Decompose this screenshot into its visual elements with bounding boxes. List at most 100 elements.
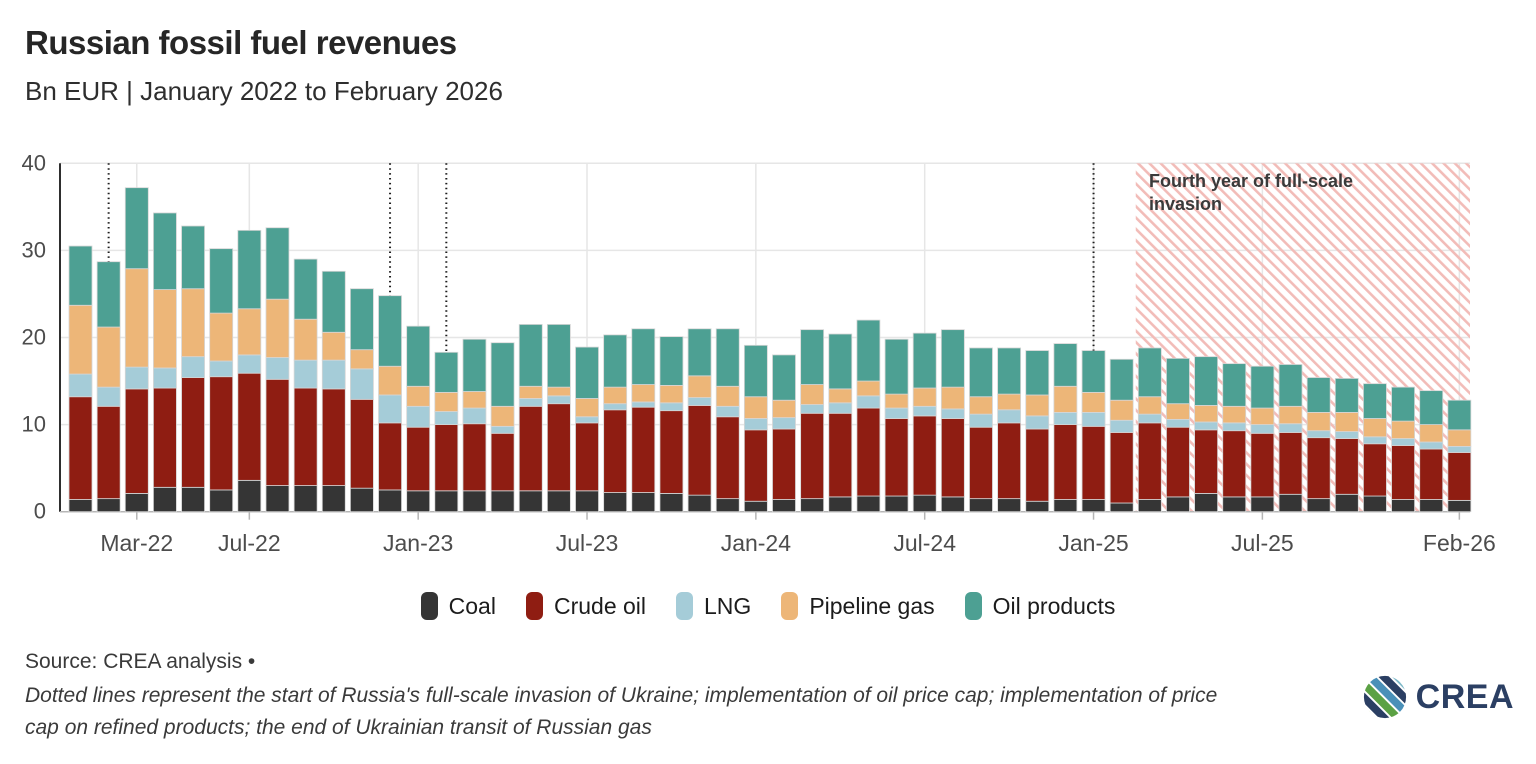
segment-pipeline-gas bbox=[969, 396, 993, 415]
page-title: Russian fossil fuel revenues bbox=[25, 24, 457, 61]
segment-coal bbox=[1278, 493, 1303, 513]
legend-swatch bbox=[420, 592, 438, 620]
segment-pipeline-gas bbox=[434, 391, 459, 412]
segment-lng bbox=[659, 402, 684, 412]
segment-pipeline-gas bbox=[406, 385, 431, 407]
segment-coal bbox=[293, 485, 318, 513]
segment-lng bbox=[1250, 424, 1275, 434]
segment-coal bbox=[1166, 496, 1190, 513]
segment-pipeline-gas bbox=[687, 375, 712, 398]
segment-crude-oil bbox=[997, 422, 1022, 500]
bar-Jan-22 bbox=[68, 245, 93, 513]
segment-coal bbox=[828, 496, 853, 513]
segment-pipeline-gas bbox=[1222, 405, 1247, 424]
segment-pipeline-gas bbox=[209, 312, 234, 362]
segment-oil-products bbox=[997, 347, 1022, 395]
segment-crude-oil bbox=[575, 422, 599, 492]
bar-Jul-25 bbox=[1250, 365, 1275, 513]
y-tick-label-0: 0 bbox=[34, 499, 46, 524]
segment-coal bbox=[1053, 499, 1078, 513]
x-tick-label-Jan-25: Jan-25 bbox=[1058, 530, 1128, 556]
segment-pipeline-gas bbox=[1194, 405, 1218, 423]
segment-pipeline-gas bbox=[153, 289, 177, 369]
segment-pipeline-gas bbox=[68, 304, 93, 375]
bar-Nov-23 bbox=[687, 328, 712, 513]
segment-pipeline-gas bbox=[96, 326, 121, 388]
segment-coal bbox=[237, 479, 262, 513]
segment-pipeline-gas bbox=[293, 318, 318, 361]
bar-Apr-25 bbox=[1166, 358, 1190, 513]
segment-coal bbox=[631, 492, 656, 513]
bar-Oct-25 bbox=[1334, 378, 1359, 513]
crea-logo: CREA bbox=[1361, 674, 1514, 720]
bar-Dec-22 bbox=[378, 295, 402, 513]
segment-lng bbox=[1081, 412, 1106, 427]
bar-Feb-23 bbox=[434, 351, 459, 513]
segment-oil-products bbox=[1053, 343, 1078, 387]
segment-oil-products bbox=[546, 324, 571, 388]
segment-lng bbox=[546, 395, 571, 405]
bar-Mar-23 bbox=[462, 338, 487, 513]
segment-lng bbox=[1025, 415, 1050, 430]
segment-oil-products bbox=[518, 324, 543, 387]
bar-Aug-22 bbox=[265, 227, 290, 513]
segment-oil-products bbox=[68, 245, 93, 306]
segment-lng bbox=[462, 407, 487, 425]
segment-lng bbox=[321, 359, 346, 390]
page-subtitle: Bn EUR | January 2022 to February 2026 bbox=[25, 76, 503, 106]
legend-label: Oil products bbox=[992, 592, 1116, 619]
segment-pipeline-gas bbox=[1278, 405, 1303, 425]
segment-crude-oil bbox=[800, 412, 825, 500]
segment-crude-oil bbox=[1053, 424, 1078, 500]
segment-lng bbox=[406, 405, 431, 428]
segment-crude-oil bbox=[603, 409, 628, 493]
segment-oil-products bbox=[1166, 358, 1190, 405]
segment-crude-oil bbox=[743, 429, 768, 502]
segment-lng bbox=[434, 411, 459, 426]
crea-logo-icon bbox=[1361, 674, 1408, 720]
segment-lng bbox=[1447, 445, 1472, 453]
segment-lng bbox=[743, 418, 768, 431]
bar-Sep-22 bbox=[293, 258, 318, 513]
legend-label: Coal bbox=[448, 592, 496, 619]
x-tick-label-Jul-23: Jul-23 bbox=[556, 530, 619, 556]
legend-item-lng: LNG bbox=[676, 592, 751, 620]
segment-crude-oil bbox=[293, 387, 318, 486]
segment-coal bbox=[884, 495, 909, 513]
segment-oil-products bbox=[1222, 363, 1247, 407]
segment-lng bbox=[1053, 412, 1078, 426]
bar-Jan-23 bbox=[406, 325, 431, 513]
segment-lng bbox=[153, 367, 177, 389]
bar-Feb-24 bbox=[772, 354, 796, 513]
segment-pipeline-gas bbox=[1081, 391, 1106, 413]
hatch-annotation: Fourth year of full-scale invasion bbox=[1149, 171, 1354, 215]
bar-Mar-22 bbox=[124, 187, 149, 513]
segment-oil-products bbox=[912, 332, 937, 389]
bar-May-25 bbox=[1194, 356, 1218, 513]
bar-Feb-25 bbox=[1109, 358, 1134, 513]
segment-coal bbox=[406, 490, 431, 513]
bar-Dec-24 bbox=[1053, 343, 1078, 513]
segment-coal bbox=[1081, 499, 1106, 513]
segment-crude-oil bbox=[1334, 438, 1359, 495]
segment-oil-products bbox=[1250, 365, 1275, 409]
segment-coal bbox=[462, 490, 487, 513]
segment-pipeline-gas bbox=[575, 398, 599, 418]
segment-pipeline-gas bbox=[1053, 385, 1078, 413]
bar-Apr-23 bbox=[490, 342, 515, 513]
segment-pipeline-gas bbox=[1109, 399, 1134, 421]
bar-Oct-24 bbox=[997, 347, 1022, 513]
segment-coal bbox=[378, 489, 402, 513]
segment-pipeline-gas bbox=[1447, 429, 1472, 447]
bar-Jan-24 bbox=[743, 344, 768, 513]
segment-lng bbox=[715, 405, 740, 418]
segment-pipeline-gas bbox=[378, 365, 402, 396]
segment-pipeline-gas bbox=[1166, 403, 1190, 420]
segment-crude-oil bbox=[546, 403, 571, 492]
segment-crude-oil bbox=[406, 426, 431, 492]
x-tick-label-Jul-24: Jul-24 bbox=[893, 530, 956, 556]
segment-oil-products bbox=[462, 338, 487, 392]
segment-coal bbox=[856, 495, 881, 513]
segment-crude-oil bbox=[1194, 429, 1218, 494]
segment-coal bbox=[997, 498, 1022, 513]
